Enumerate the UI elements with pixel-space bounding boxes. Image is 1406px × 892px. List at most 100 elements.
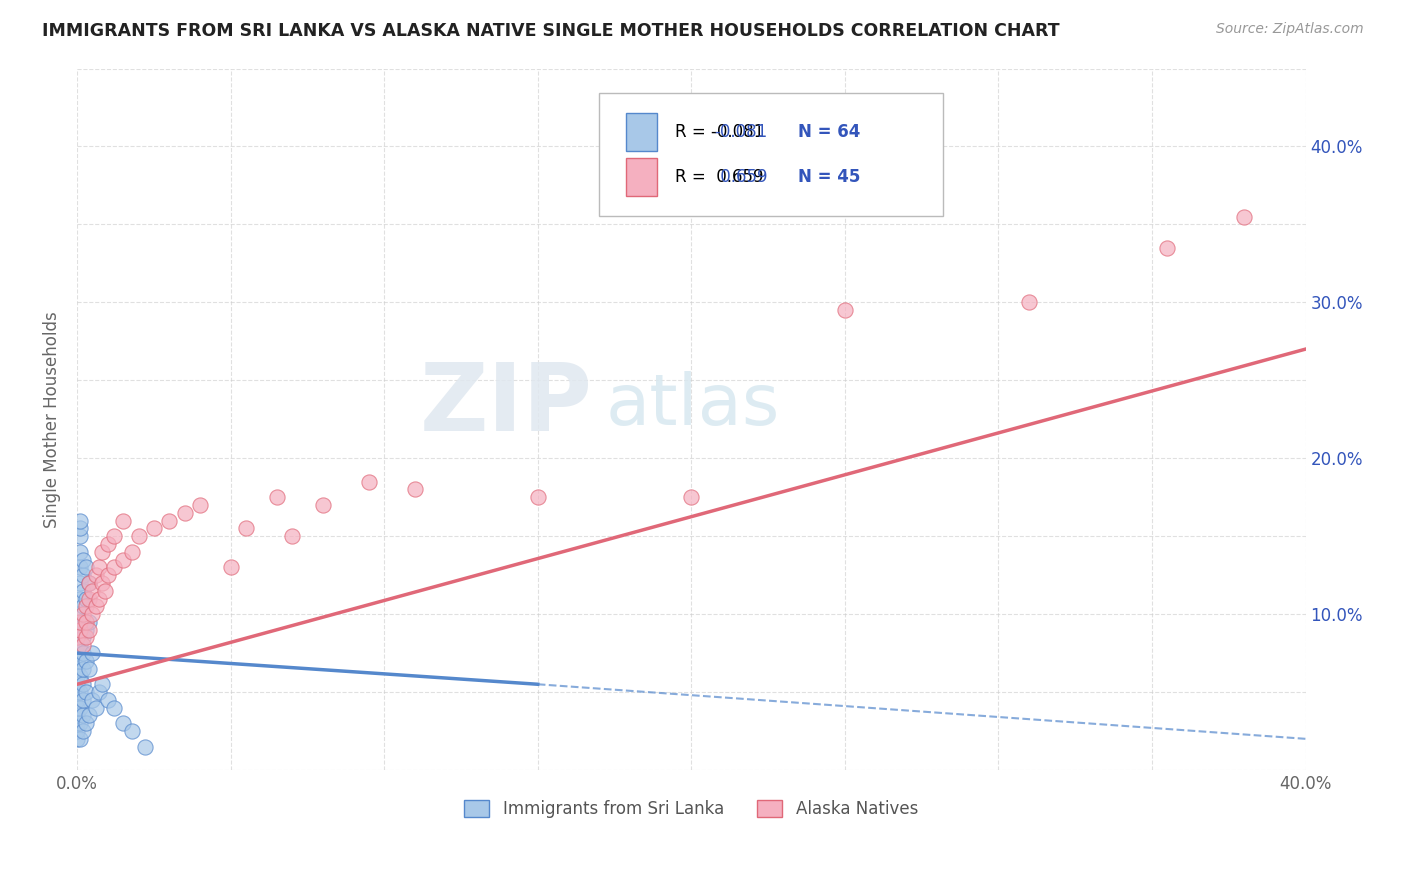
Point: [90, 576, 112, 591]
Point: [84, 599, 107, 614]
Point: [72, 615, 94, 629]
Point: [79, 576, 101, 591]
Point: [69, 716, 91, 731]
Point: [188, 498, 211, 512]
Point: [66, 615, 89, 629]
Point: [69, 521, 91, 535]
Point: [681, 490, 703, 504]
Point: [75, 654, 97, 668]
Point: [128, 529, 150, 543]
Point: [79, 623, 101, 637]
FancyBboxPatch shape: [599, 93, 943, 216]
Point: [69, 654, 91, 668]
Point: [69, 591, 91, 606]
Legend: Immigrants from Sri Lanka, Alaska Natives: Immigrants from Sri Lanka, Alaska Native…: [458, 793, 925, 825]
Point: [66, 708, 89, 723]
Point: [404, 483, 426, 497]
Point: [79, 662, 101, 676]
Point: [66, 724, 89, 739]
Point: [87, 560, 110, 574]
Point: [97, 693, 120, 707]
Text: R =  0.659: R = 0.659: [675, 168, 763, 186]
Point: [66, 638, 89, 652]
Point: [75, 560, 97, 574]
Point: [72, 638, 94, 652]
Text: IMMIGRANTS FROM SRI LANKA VS ALASKA NATIVE SINGLE MOTHER HOUSEHOLDS CORRELATION : IMMIGRANTS FROM SRI LANKA VS ALASKA NATI…: [42, 22, 1060, 40]
Point: [72, 693, 94, 707]
Point: [72, 631, 94, 645]
Point: [72, 583, 94, 598]
Point: [1233, 210, 1256, 224]
Point: [84, 568, 107, 582]
Point: [526, 490, 548, 504]
Point: [66, 646, 89, 660]
Text: R = -0.081: R = -0.081: [675, 123, 765, 141]
Point: [112, 716, 135, 731]
Point: [79, 576, 101, 591]
Point: [66, 677, 89, 691]
Point: [103, 700, 125, 714]
Point: [79, 708, 101, 723]
Point: [87, 685, 110, 699]
Point: [66, 693, 89, 707]
Point: [69, 576, 91, 591]
Point: [834, 303, 856, 318]
Point: [112, 552, 135, 566]
Point: [69, 669, 91, 683]
Point: [66, 716, 89, 731]
Point: [134, 739, 156, 754]
Point: [82, 607, 104, 621]
Point: [72, 599, 94, 614]
Point: [69, 731, 91, 746]
Point: [142, 521, 165, 535]
Point: [72, 552, 94, 566]
Point: [66, 631, 89, 645]
Y-axis label: Single Mother Households: Single Mother Households: [44, 311, 60, 528]
Point: [69, 638, 91, 652]
Point: [66, 669, 89, 683]
Point: [66, 685, 89, 699]
Point: [93, 583, 115, 598]
Point: [79, 591, 101, 606]
Text: -0.081: -0.081: [714, 123, 768, 141]
Point: [173, 506, 195, 520]
Point: [69, 615, 91, 629]
Point: [97, 568, 120, 582]
Point: [72, 724, 94, 739]
Point: [69, 607, 91, 621]
Point: [72, 646, 94, 660]
Point: [75, 623, 97, 637]
Point: [66, 662, 89, 676]
Point: [103, 529, 125, 543]
Text: N = 45: N = 45: [799, 168, 860, 186]
Point: [112, 514, 135, 528]
Point: [66, 700, 89, 714]
Point: [69, 700, 91, 714]
Point: [266, 490, 288, 504]
Point: [1156, 241, 1178, 255]
Point: [69, 623, 91, 637]
Point: [75, 599, 97, 614]
FancyBboxPatch shape: [626, 158, 657, 196]
Point: [69, 545, 91, 559]
Text: N = 64: N = 64: [799, 123, 860, 141]
Point: [72, 708, 94, 723]
Point: [235, 521, 257, 535]
Point: [103, 560, 125, 574]
Point: [82, 646, 104, 660]
Text: 0.659: 0.659: [714, 168, 768, 186]
Text: atlas: atlas: [606, 371, 780, 440]
Point: [72, 677, 94, 691]
Point: [157, 514, 180, 528]
Point: [1018, 295, 1040, 310]
Point: [69, 529, 91, 543]
Point: [75, 615, 97, 629]
Point: [97, 537, 120, 551]
Point: [84, 700, 107, 714]
Point: [281, 529, 304, 543]
Point: [75, 591, 97, 606]
Point: [75, 716, 97, 731]
Point: [66, 631, 89, 645]
Point: [357, 475, 380, 489]
Point: [82, 693, 104, 707]
